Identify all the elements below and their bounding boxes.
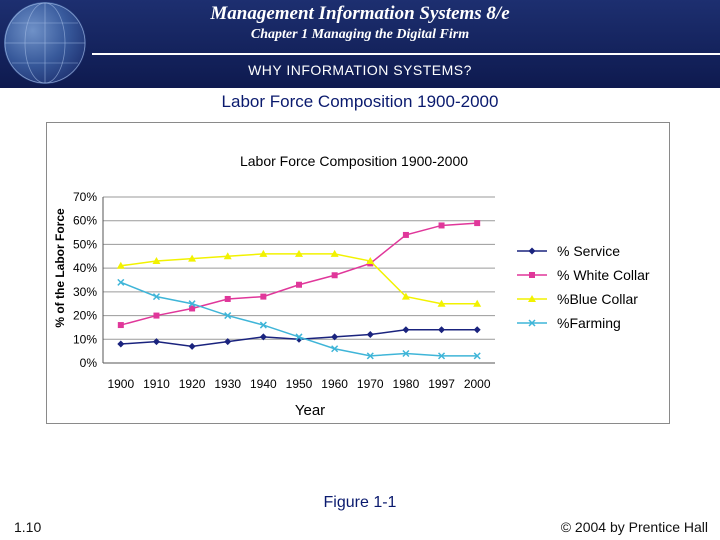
data-point-white-collar bbox=[189, 305, 196, 312]
slide-header: Management Information Systems 8/e Chapt… bbox=[0, 0, 720, 88]
x-tick-label: 1950 bbox=[286, 377, 313, 391]
data-point-farming bbox=[331, 345, 339, 353]
y-tick-label: 60% bbox=[73, 214, 97, 228]
book-title: Management Information Systems 8/e bbox=[210, 3, 510, 24]
legend-marker-farming bbox=[528, 319, 536, 327]
data-point-service bbox=[366, 331, 374, 339]
legend-label-farming: %Farming bbox=[557, 315, 621, 331]
data-point-service bbox=[295, 335, 303, 343]
legend-marker-blue-collar bbox=[528, 295, 536, 302]
data-point-farming bbox=[402, 349, 410, 358]
data-point-farming bbox=[366, 352, 374, 360]
data-point-blue-collar bbox=[437, 299, 446, 307]
data-point-blue-collar bbox=[366, 257, 375, 265]
data-point-blue-collar bbox=[223, 252, 232, 260]
legend-label-service: % Service bbox=[557, 243, 620, 259]
data-point-blue-collar bbox=[295, 249, 303, 257]
data-point-service bbox=[224, 338, 232, 346]
data-point-blue-collar bbox=[188, 254, 197, 262]
series-line-blue-collar bbox=[120, 253, 478, 305]
data-point-blue-collar bbox=[259, 249, 268, 257]
x-tick-label: 1920 bbox=[179, 377, 206, 391]
data-point-blue-collar bbox=[401, 292, 410, 300]
data-point-farming bbox=[152, 293, 160, 301]
legend-label-white-collar: % White Collar bbox=[557, 267, 650, 283]
legend-marker-white-collar bbox=[529, 272, 535, 278]
data-point-blue-collar bbox=[473, 299, 482, 307]
figure-caption: Figure 1-1 bbox=[323, 494, 397, 511]
data-point-white-collar bbox=[260, 293, 267, 300]
x-tick-label: 1900 bbox=[107, 377, 134, 391]
y-axis-title: % of the Labor Force bbox=[53, 208, 67, 328]
data-point-service bbox=[331, 333, 339, 341]
data-point-service bbox=[188, 342, 196, 350]
data-point-blue-collar bbox=[116, 261, 125, 269]
x-tick-label: 1997 bbox=[428, 377, 455, 391]
data-point-white-collar bbox=[296, 281, 302, 288]
data-point-service bbox=[152, 338, 160, 346]
copyright-notice: © 2004 by Prentice Hall bbox=[560, 519, 708, 535]
data-point-service bbox=[259, 333, 267, 341]
data-point-farming bbox=[438, 352, 446, 360]
slide-number: 1.10 bbox=[14, 519, 42, 535]
data-point-farming bbox=[473, 352, 481, 360]
data-point-farming bbox=[117, 278, 125, 286]
data-point-service bbox=[402, 326, 410, 334]
legend-marker-service bbox=[528, 247, 536, 255]
data-point-white-collar bbox=[224, 295, 231, 302]
data-point-farming bbox=[224, 312, 232, 320]
y-tick-label: 0% bbox=[80, 356, 98, 370]
globe-grid-icon bbox=[4, 2, 86, 84]
y-tick-label: 10% bbox=[73, 332, 97, 346]
data-point-white-collar bbox=[402, 231, 409, 238]
data-point-farming bbox=[188, 300, 196, 308]
data-point-service bbox=[473, 326, 481, 334]
header-divider bbox=[92, 53, 720, 55]
data-point-white-collar bbox=[153, 312, 160, 319]
x-tick-label: 1980 bbox=[393, 377, 420, 391]
data-point-service bbox=[117, 340, 125, 348]
chart-frame: Labor Force Composition 1900-2000 0% 10% 20… bbox=[46, 122, 670, 424]
data-point-farming bbox=[295, 333, 303, 341]
series-line-white-collar bbox=[120, 222, 478, 326]
legend-label-blue-collar: %Blue Collar bbox=[557, 291, 638, 307]
data-point-white-collar bbox=[117, 322, 124, 329]
y-tick-label: 70% bbox=[73, 190, 97, 204]
data-point-blue-collar bbox=[152, 257, 161, 265]
data-point-white-collar bbox=[331, 272, 338, 279]
data-point-white-collar bbox=[474, 220, 481, 227]
data-point-farming bbox=[259, 321, 267, 329]
data-point-blue-collar bbox=[330, 249, 339, 257]
x-tick-label: 2000 bbox=[464, 377, 491, 391]
chapter-title: Chapter 1 Managing the Digital Firm bbox=[250, 27, 470, 42]
series-line-farming bbox=[120, 281, 478, 357]
line-chart: Labor Force Composition 1900-2000 0% 10% 20… bbox=[53, 153, 650, 419]
chart-title: Labor Force Composition 1900-2000 bbox=[240, 153, 468, 169]
x-tick-label: 1910 bbox=[143, 377, 170, 391]
data-point-service bbox=[438, 326, 446, 334]
x-tick-label: 1960 bbox=[321, 377, 348, 391]
x-tick-label: 1970 bbox=[357, 377, 384, 391]
x-tick-label: 1930 bbox=[214, 377, 241, 391]
section-title: WHY INFORMATION SYSTEMS? bbox=[248, 62, 472, 78]
y-tick-label: 50% bbox=[73, 237, 97, 251]
y-tick-label: 30% bbox=[73, 285, 97, 299]
y-tick-label: 40% bbox=[73, 261, 97, 275]
x-tick-label: 1940 bbox=[250, 377, 277, 391]
slide-title: Labor Force Composition 1900-2000 bbox=[221, 92, 499, 111]
y-tick-label: 20% bbox=[73, 309, 97, 323]
x-axis-title: Year bbox=[295, 402, 325, 419]
data-point-white-collar bbox=[438, 222, 445, 229]
